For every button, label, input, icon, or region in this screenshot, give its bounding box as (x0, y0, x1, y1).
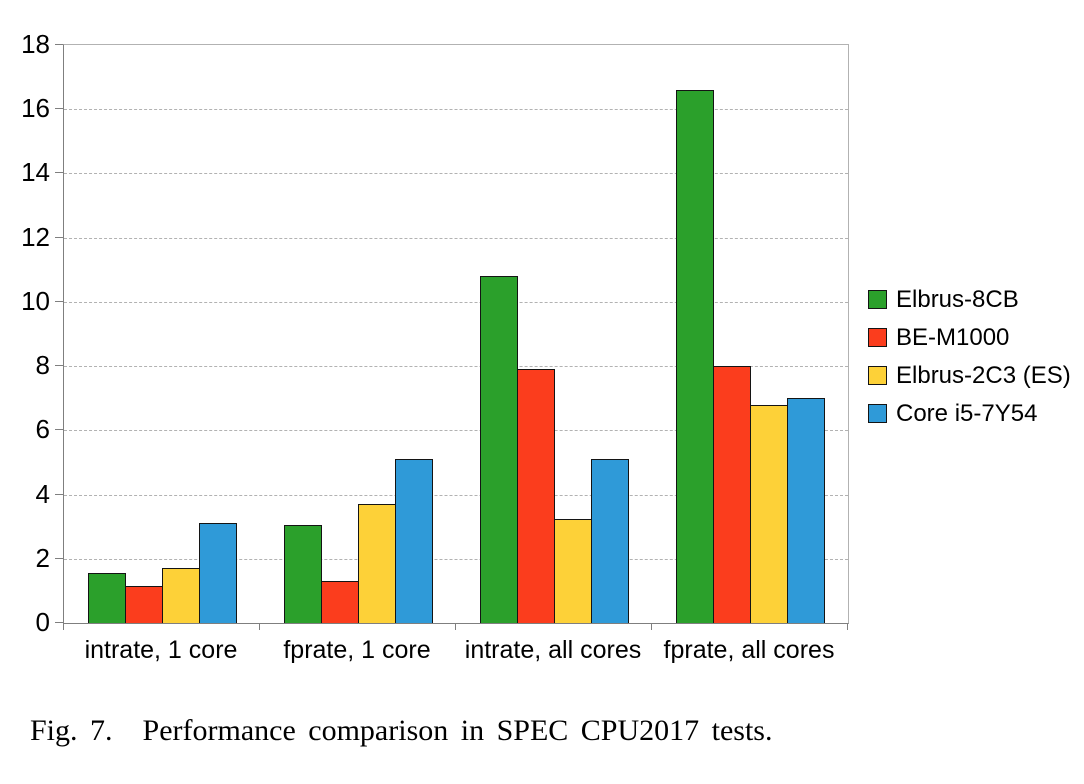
x-axis-tick (455, 623, 456, 630)
bar-chart: Elbrus-8CB BE-M1000 Elbrus-2C3 (ES) Core i5… (21, 29, 1071, 664)
bar-core-i5-7y54 (590, 459, 629, 623)
bar-be-m1000 (320, 581, 359, 623)
y-axis-tick (55, 172, 63, 174)
x-axis-tick (847, 623, 848, 630)
gridline (64, 430, 848, 432)
y-axis-tick-label: 12 (21, 221, 50, 252)
y-axis-tick (55, 44, 63, 45)
y-axis-tick-label: 18 (21, 29, 50, 59)
gridline (64, 494, 848, 496)
figure-caption: Fig. 7. Performance comparison in SPEC CP… (30, 713, 772, 749)
bar-elbrus-8cb (675, 89, 714, 623)
bar-be-m1000 (712, 366, 751, 623)
bar-elbrus-2c3-es (749, 404, 788, 623)
legend-item: Elbrus-2C3 (ES) (868, 361, 1071, 389)
legend-label: Elbrus-2C3 (ES) (896, 361, 1071, 389)
y-axis-tick (55, 557, 63, 559)
gridline (64, 558, 848, 560)
bar-elbrus-2c3-es (553, 518, 592, 623)
bar-elbrus-8cb (283, 525, 322, 623)
y-axis-tick-label: 4 (35, 478, 50, 509)
bar-elbrus-2c3-es (357, 504, 396, 623)
gridline (64, 237, 848, 239)
bar-core-i5-7y54 (786, 398, 825, 623)
bar-elbrus-8cb (87, 573, 126, 623)
y-axis-tick-label: 16 (21, 93, 50, 124)
x-axis-tick (651, 623, 652, 630)
y-axis-tick (55, 493, 63, 495)
legend-item: BE-M1000 (868, 323, 1071, 351)
gridline (64, 109, 848, 111)
legend-item: Core i5-7Y54 (868, 399, 1071, 427)
y-axis-tick-label: 10 (21, 285, 50, 316)
legend-label: BE-M1000 (896, 323, 1010, 351)
y-axis-tick-label: 2 (35, 542, 50, 573)
y-axis-tick-label: 6 (35, 414, 50, 445)
y-axis-tick-label: 8 (35, 350, 50, 381)
x-axis-tick (63, 623, 64, 630)
legend: Elbrus-8CB BE-M1000 Elbrus-2C3 (ES) Core i5… (868, 285, 1071, 439)
y-axis-tick (55, 108, 63, 110)
gridline (64, 173, 848, 175)
legend-swatch (868, 366, 887, 385)
x-axis-category-label: intrate, 1 core (84, 636, 238, 664)
gridline (64, 366, 848, 368)
y-axis-tick (55, 429, 63, 431)
bar-core-i5-7y54 (394, 459, 433, 623)
plot-area (63, 44, 849, 624)
y-axis-tick (55, 300, 63, 302)
y-axis-tick (55, 622, 63, 623)
caption-text: Performance comparison in SPEC CPU2017 t… (142, 714, 773, 747)
bar-be-m1000 (516, 369, 555, 623)
legend-swatch (868, 290, 887, 309)
y-axis-tick (55, 365, 63, 367)
legend-label: Elbrus-8CB (896, 285, 1019, 313)
legend-label: Core i5-7Y54 (896, 399, 1038, 427)
bar-group (64, 45, 260, 623)
bar-group (456, 45, 652, 623)
x-axis-category-label: fprate, all cores (663, 636, 835, 664)
y-axis-tick (55, 236, 63, 238)
y-axis-tick-label: 0 (35, 607, 50, 637)
legend-swatch (868, 328, 887, 347)
caption-label: Fig. 7. (30, 714, 113, 747)
y-axis-tick-label: 14 (21, 157, 50, 188)
bar-groups (64, 45, 848, 623)
x-axis-category-label: fprate, 1 core (283, 636, 431, 664)
bar-elbrus-2c3-es (161, 568, 200, 623)
x-axis-tick (259, 623, 260, 630)
legend-item: Elbrus-8CB (868, 285, 1071, 313)
bar-group (260, 45, 456, 623)
bar-core-i5-7y54 (198, 523, 237, 623)
x-axis-category-label: intrate, all cores (464, 636, 642, 664)
legend-swatch (868, 404, 887, 423)
bar-elbrus-8cb (479, 276, 518, 623)
gridline (64, 301, 848, 303)
bar-group (652, 45, 848, 623)
bar-be-m1000 (124, 586, 163, 623)
